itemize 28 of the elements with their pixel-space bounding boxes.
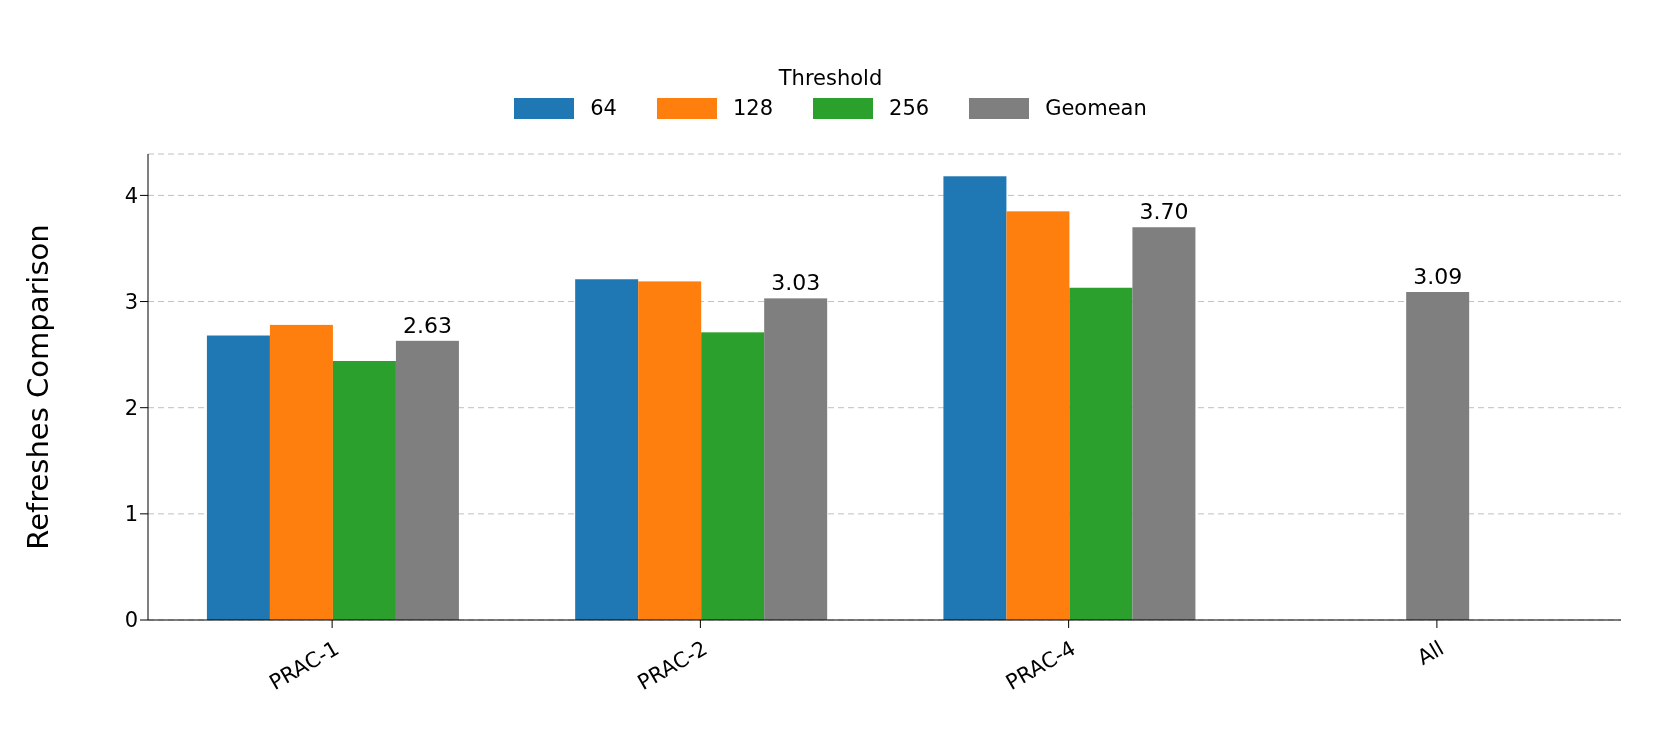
- data-label: 2.63: [402, 312, 452, 338]
- bar: [1069, 287, 1133, 620]
- bar: [701, 332, 765, 620]
- bar: [943, 176, 1007, 620]
- y-tick-label: 2: [124, 396, 138, 421]
- data-label: 3.03: [771, 270, 821, 296]
- data-label: 3.70: [1139, 199, 1189, 225]
- y-tick-label: 3: [124, 290, 138, 314]
- bar: [206, 335, 270, 620]
- legend-label: 128: [732, 96, 774, 120]
- bar: [764, 298, 828, 620]
- legend-title: Threshold: [777, 66, 884, 90]
- bar: [332, 360, 396, 620]
- legend-label: Geomean: [1045, 96, 1147, 120]
- data-label: 3.09: [1413, 264, 1463, 289]
- x-tick-label: All: [1413, 636, 1448, 670]
- bar: [1132, 227, 1196, 620]
- y-tick-label: 4: [124, 183, 138, 208]
- bar: [1006, 211, 1070, 620]
- y-tick-label: 1: [124, 502, 138, 527]
- y-tick-label: 0: [124, 608, 138, 633]
- bar: [269, 324, 333, 620]
- legend-label: 64: [590, 96, 617, 120]
- y-axis-title: Refreshes Comparison: [21, 224, 56, 550]
- bar: [638, 281, 702, 620]
- bar: [575, 279, 639, 620]
- bar: [395, 340, 459, 620]
- legend-label: 256: [889, 96, 930, 120]
